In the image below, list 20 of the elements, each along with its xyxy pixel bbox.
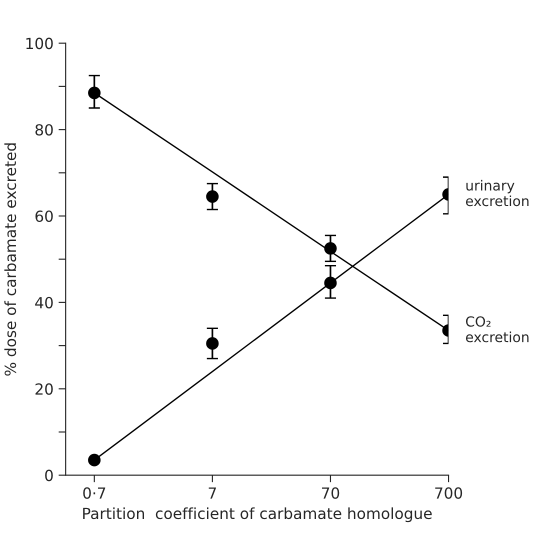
- point: [206, 337, 219, 350]
- series-label: urinary excretion: [466, 180, 528, 206]
- series-label: CO₂ excretion: [466, 316, 528, 342]
- x-tick-label: 7: [208, 487, 216, 499]
- y-tick-label: 100: [26, 38, 53, 50]
- x-tick-label: 0·7: [83, 487, 106, 499]
- y-axis-title: % dose of carbamate excreted: [4, 143, 16, 376]
- y-tick-label: 20: [36, 383, 53, 395]
- y-tick-label: 60: [35, 210, 53, 222]
- point: [206, 190, 219, 203]
- y-tick-label: 0: [45, 470, 53, 482]
- x-tick-label: 70: [322, 487, 340, 499]
- point: [324, 276, 337, 290]
- point: [88, 86, 101, 100]
- point: [324, 242, 337, 255]
- y-tick-label: 40: [35, 296, 53, 308]
- x-tick-label: 700: [435, 487, 462, 499]
- x-axis-title: Partition coefficient of carbamate homologue: [83, 507, 432, 522]
- point: [88, 454, 101, 466]
- y-tick-label: 80: [35, 124, 53, 136]
